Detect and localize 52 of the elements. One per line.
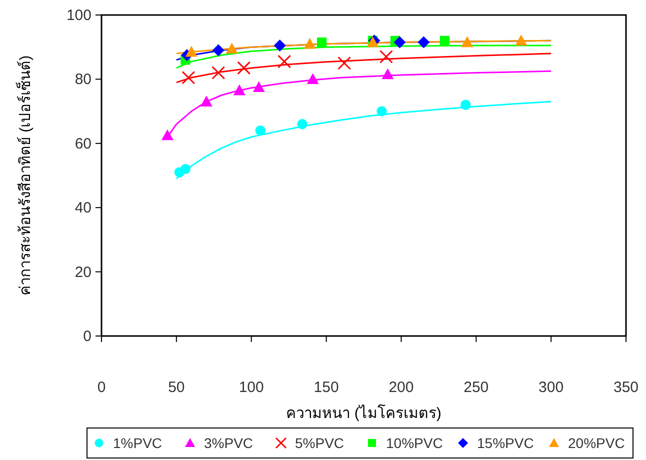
- point: [306, 73, 319, 84]
- point: [338, 56, 352, 70]
- y-tick-label: 60: [74, 135, 92, 152]
- line-series: [176, 52, 552, 84]
- legend-label: 10%PVC: [386, 435, 443, 451]
- line-series: [176, 100, 552, 180]
- point: [255, 125, 266, 136]
- x-tick-label: 150: [314, 379, 339, 396]
- point: [515, 34, 528, 46]
- point: [200, 96, 212, 106]
- point: [278, 54, 292, 68]
- point: [304, 38, 316, 49]
- point: [212, 66, 226, 80]
- point: [316, 37, 327, 48]
- x-tick-label: 250: [464, 379, 489, 396]
- point: [376, 106, 387, 116]
- x-tick-label: 300: [538, 379, 564, 396]
- point: [185, 46, 198, 57]
- y-tick-label: 20: [74, 264, 92, 281]
- x-tick-label: 50: [168, 379, 185, 396]
- point: [161, 129, 174, 140]
- legend-label: 20%PVC: [568, 435, 625, 451]
- y-axis-title: ค่าการสะท้อนรังสีอาทิตย์ (เปอร์เซ็นต์): [15, 55, 34, 296]
- x-tick-label: 100: [238, 379, 264, 396]
- point: [382, 68, 394, 80]
- point: [182, 70, 196, 84]
- point: [233, 84, 246, 96]
- point: [274, 39, 286, 52]
- y-tick-label: 0: [83, 328, 92, 345]
- legend-label: 15%PVC: [477, 435, 534, 451]
- y-tick-label: 100: [66, 7, 92, 24]
- legend-label: 3%PVC: [204, 435, 254, 451]
- point: [460, 100, 471, 110]
- y-tick-label: 40: [74, 200, 92, 217]
- x-tick-label: 0: [97, 379, 106, 396]
- point: [418, 36, 430, 48]
- point: [237, 61, 251, 75]
- point: [379, 50, 393, 64]
- point: [394, 36, 406, 48]
- legend-label: 5%PVC: [295, 435, 344, 451]
- point: [252, 81, 265, 92]
- point: [440, 36, 450, 46]
- y-tick-label: 80: [74, 71, 92, 88]
- point: [226, 42, 238, 54]
- point: [212, 44, 224, 56]
- x-tick-label: 350: [613, 379, 639, 396]
- point: [180, 164, 191, 174]
- point: [297, 119, 308, 130]
- legend-label: 1%PVC: [113, 435, 162, 451]
- x-axis-title: ความหนา (ไมโครเมตร): [286, 404, 442, 422]
- point: [461, 36, 474, 48]
- x-tick-label: 200: [388, 379, 414, 396]
